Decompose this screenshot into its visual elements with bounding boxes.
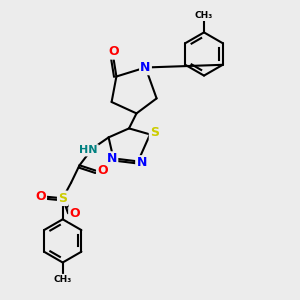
Text: S: S: [150, 126, 159, 140]
Text: HN: HN: [79, 145, 98, 155]
Text: CH₃: CH₃: [195, 11, 213, 20]
Text: N: N: [107, 152, 117, 166]
Text: N: N: [136, 156, 147, 170]
Text: S: S: [58, 192, 67, 205]
Text: O: O: [108, 45, 119, 58]
Text: CH₃: CH₃: [54, 275, 72, 284]
Text: O: O: [97, 164, 108, 177]
Text: O: O: [35, 190, 46, 203]
Text: N: N: [140, 61, 151, 74]
Text: O: O: [69, 207, 80, 220]
